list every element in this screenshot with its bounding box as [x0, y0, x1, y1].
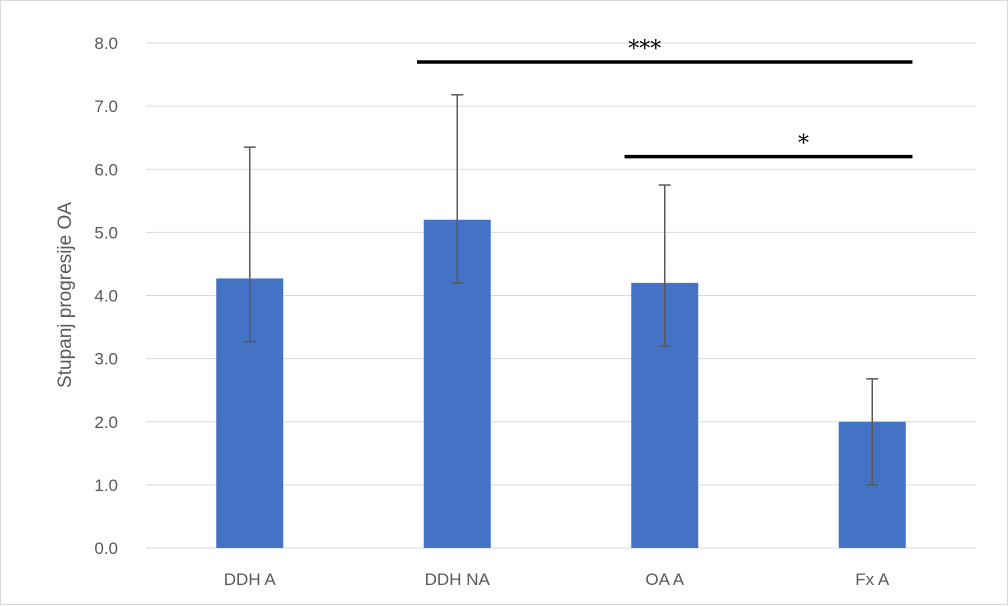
y-tick-label: 5.0 — [94, 223, 118, 242]
y-axis-title: Stupanj progresije OA — [55, 202, 76, 388]
significance-label: *** — [628, 37, 661, 62]
significance-markers: **** — [417, 37, 913, 159]
y-tick-label: 1.0 — [94, 476, 118, 495]
y-tick-label: 3.0 — [94, 350, 118, 369]
x-category-label: DDH NA — [425, 570, 491, 589]
y-tick-labels: 0.0 1.0 2.0 3.0 4.0 5.0 6.0 7.0 8.0 — [94, 34, 118, 558]
y-tick-label: 2.0 — [94, 413, 118, 432]
bars — [216, 219, 906, 548]
x-category-label: Fx A — [855, 570, 890, 589]
gridlines — [146, 42, 976, 549]
y-tick-label: 4.0 — [94, 287, 118, 306]
y-tick-label: 7.0 — [94, 97, 118, 116]
x-category-labels: DDH A DDH NA OA A Fx A — [224, 570, 890, 589]
y-tick-label: 6.0 — [94, 160, 118, 179]
error-bars — [243, 94, 879, 486]
x-category-label: OA A — [645, 570, 684, 589]
y-tick-label: 0.0 — [94, 539, 118, 558]
significance-label: * — [798, 132, 809, 157]
y-tick-label: 8.0 — [94, 34, 118, 53]
x-category-label: DDH A — [224, 570, 277, 589]
